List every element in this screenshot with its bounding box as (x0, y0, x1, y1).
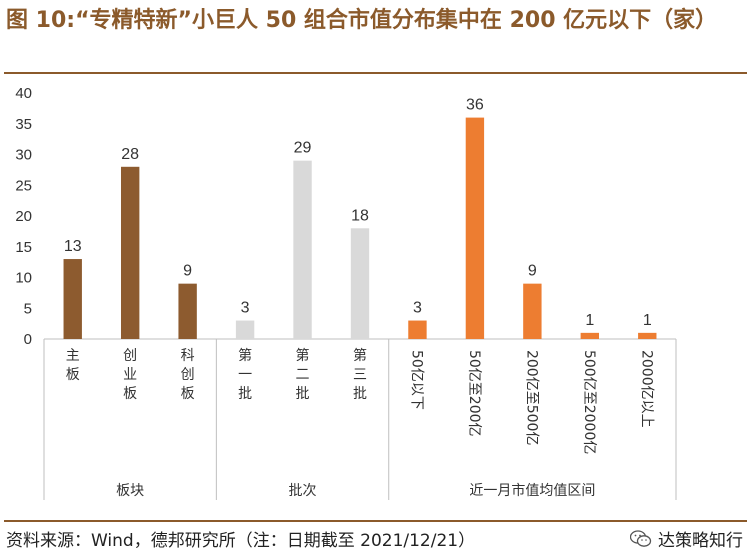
category-label: 创业板 (123, 348, 137, 402)
data-label: 36 (466, 97, 484, 114)
bar (178, 283, 197, 339)
data-label: 3 (241, 300, 250, 317)
data-label: 29 (294, 140, 312, 157)
bar (580, 332, 600, 339)
bar (235, 320, 255, 339)
data-label: 13 (64, 238, 82, 255)
watermark: 达策略知行 (630, 526, 743, 551)
category-label: 50亿以下 (408, 350, 424, 410)
data-label: 18 (351, 207, 369, 224)
source-note: 资料来源：Wind，德邦研究所（注：日期截至 2021/12/21） (6, 531, 476, 551)
category-label: 50亿至200亿 (466, 350, 482, 437)
source-rule (4, 520, 747, 522)
title-rule (4, 72, 747, 74)
bar (350, 228, 370, 339)
y-tick-label: 40 (15, 85, 32, 102)
bar (63, 259, 82, 339)
bar (408, 320, 427, 339)
category-label: 500亿至2000亿 (581, 350, 597, 454)
category-label: 第三批 (353, 347, 367, 402)
bar (638, 332, 657, 339)
data-label: 1 (643, 312, 652, 329)
bar-chart: 051015202530354013主板28创业板9科创板板块3第一批29第二批… (15, 85, 677, 500)
wechat-icon (630, 529, 652, 547)
category-label: 科创板 (181, 348, 195, 402)
category-label: 第一批 (238, 347, 252, 402)
y-tick-label: 0 (24, 331, 32, 348)
category-label: 2000亿以上 (638, 350, 654, 428)
group-label: 批次 (289, 483, 317, 499)
chart-title: 图 10:“专精特新”小巨人 50 组合市值分布集中在 200 亿元以下（家） (6, 8, 718, 33)
y-tick-label: 35 (15, 116, 32, 133)
y-tick-label: 25 (15, 177, 32, 194)
y-tick-label: 15 (15, 239, 32, 256)
group-label: 近一月市值均值区间 (469, 482, 595, 499)
bar (120, 166, 140, 339)
category-label: 200亿至500亿 (523, 350, 539, 445)
bar (293, 160, 312, 339)
bar (523, 283, 542, 339)
y-tick-label: 5 (24, 300, 32, 317)
data-label: 28 (121, 146, 139, 163)
data-label: 9 (183, 263, 192, 280)
watermark-text: 达策略知行 (658, 531, 743, 551)
category-label: 第二批 (296, 347, 310, 402)
group-label: 板块 (116, 483, 144, 499)
data-label: 3 (413, 300, 422, 317)
bar (465, 117, 485, 339)
y-tick-label: 10 (15, 270, 32, 287)
data-label: 1 (585, 312, 594, 329)
y-tick-label: 20 (15, 208, 32, 225)
category-label: 主板 (66, 348, 80, 383)
data-label: 9 (528, 263, 537, 280)
y-tick-label: 30 (15, 147, 32, 164)
